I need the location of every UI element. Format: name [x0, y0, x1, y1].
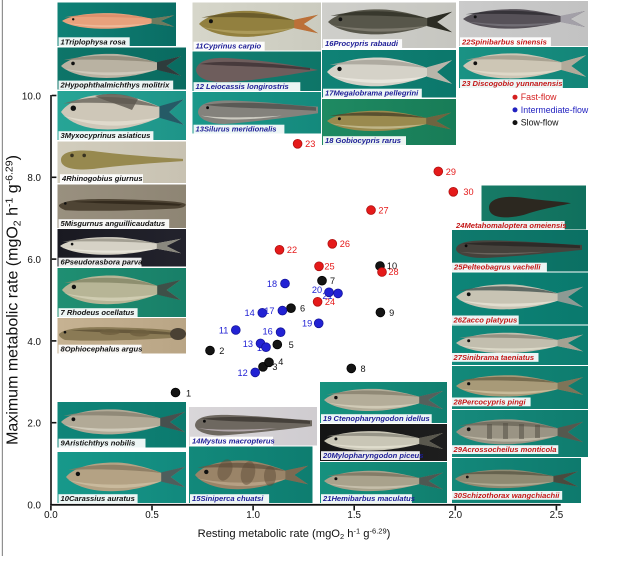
svg-text:27Sinibrama taeniatus: 27Sinibrama taeniatus: [453, 353, 535, 362]
svg-text:2.5: 2.5: [550, 510, 564, 521]
svg-text:Fast-flow: Fast-flow: [521, 92, 557, 102]
svg-text:12: 12: [237, 368, 247, 378]
svg-text:6.0: 6.0: [27, 255, 41, 266]
svg-text:16Procypris rabaudi: 16Procypris rabaudi: [325, 39, 399, 48]
svg-text:Resting metabolic rate (mgO2 h: Resting metabolic rate (mgO2 h-1 g-6.29): [198, 526, 391, 541]
svg-text:1.5: 1.5: [347, 510, 361, 521]
svg-text:10.0: 10.0: [22, 91, 42, 102]
svg-text:18: 18: [267, 279, 277, 289]
svg-text:14: 14: [244, 308, 254, 318]
svg-text:4Rhinogobius giurnus: 4Rhinogobius giurnus: [61, 174, 143, 183]
svg-text:20: 20: [312, 285, 322, 295]
svg-text:6: 6: [300, 304, 305, 314]
svg-text:27: 27: [378, 206, 388, 216]
svg-text:4.0: 4.0: [27, 337, 41, 348]
svg-text:23: 23: [305, 139, 315, 149]
svg-text:7 Rhodeus ocellatus: 7 Rhodeus ocellatus: [61, 308, 135, 317]
svg-text:9Aristichthys nobilis: 9Aristichthys nobilis: [61, 439, 136, 448]
svg-text:0.0: 0.0: [44, 510, 58, 521]
svg-text:2.0: 2.0: [27, 419, 41, 430]
svg-text:21Hemibarbus maculatus: 21Hemibarbus maculatus: [322, 494, 415, 503]
svg-text:20Mylopharyngodon piceus: 20Mylopharyngodon piceus: [322, 451, 423, 460]
svg-text:23 Discogobio yunnanensis: 23 Discogobio yunnanensis: [461, 79, 562, 88]
svg-text:12 Leiocassis longirostris: 12 Leiocassis longirostris: [196, 82, 289, 91]
svg-text:11Cyprinus carpio: 11Cyprinus carpio: [196, 42, 262, 51]
svg-text:6Pseudorasbora parva: 6Pseudorasbora parva: [61, 258, 143, 267]
svg-text:17Megalobrama pellegrini: 17Megalobrama pellegrini: [325, 89, 419, 98]
svg-text:Slow-flow: Slow-flow: [521, 118, 559, 128]
svg-text:16: 16: [262, 327, 272, 337]
svg-text:1: 1: [186, 388, 191, 398]
svg-text:19: 19: [302, 319, 312, 329]
svg-text:29Acrossocheilus monticola: 29Acrossocheilus monticola: [453, 445, 557, 454]
svg-text:18 Gobiocypris rarus: 18 Gobiocypris rarus: [325, 136, 401, 145]
svg-text:2: 2: [219, 346, 224, 356]
svg-text:0.5: 0.5: [145, 510, 159, 521]
svg-text:24Metahomaloptera omeiensis: 24Metahomaloptera omeiensis: [455, 221, 567, 230]
svg-text:8Ophiocephalus argus: 8Ophiocephalus argus: [61, 345, 143, 354]
svg-text:7: 7: [330, 276, 335, 286]
svg-text:5: 5: [289, 340, 294, 350]
svg-text:26: 26: [340, 239, 350, 249]
svg-text:17: 17: [264, 306, 274, 316]
svg-text:10Carassius auratus: 10Carassius auratus: [61, 494, 135, 503]
svg-text:10: 10: [387, 261, 397, 271]
svg-text:28: 28: [388, 267, 398, 277]
svg-text:8: 8: [360, 364, 365, 374]
svg-text:5Misgurnus anguillicaudatus: 5Misgurnus anguillicaudatus: [61, 219, 166, 228]
svg-text:8.0: 8.0: [27, 173, 41, 184]
svg-text:2Hypophthalmichthys molitrix: 2Hypophthalmichthys molitrix: [60, 81, 171, 90]
svg-text:15Siniperca chuatsi: 15Siniperca chuatsi: [192, 494, 264, 503]
svg-text:Intermediate-flow: Intermediate-flow: [521, 105, 589, 115]
svg-text:25: 25: [324, 261, 334, 271]
svg-text:24: 24: [325, 297, 335, 307]
svg-text:11: 11: [219, 325, 229, 335]
svg-text:3: 3: [272, 362, 277, 372]
svg-text:9: 9: [389, 308, 394, 318]
svg-text:3Myxocyprinus asiaticus: 3Myxocyprinus asiaticus: [61, 131, 151, 140]
svg-text:2.0: 2.0: [448, 510, 462, 521]
svg-text:13Silurus meridionalis: 13Silurus meridionalis: [196, 125, 277, 134]
svg-text:1Triplophysa rosa: 1Triplophysa rosa: [61, 37, 126, 46]
svg-text:0.0: 0.0: [27, 500, 41, 511]
svg-text:19 Ctenopharyngodon idellus: 19 Ctenopharyngodon idellus: [323, 414, 430, 423]
svg-text:14Mystus macropterus: 14Mystus macropterus: [192, 437, 275, 446]
svg-text:22: 22: [287, 245, 297, 255]
svg-text:4: 4: [278, 357, 283, 367]
svg-text:30Schizothorax wangchiachii: 30Schizothorax wangchiachii: [454, 491, 561, 500]
svg-text:Maximum metabolic rate (mgO2 h: Maximum metabolic rate (mgO2 h-1 g-6.29): [4, 155, 24, 445]
svg-text:26Zacco platypus: 26Zacco platypus: [453, 316, 518, 325]
svg-text:29: 29: [446, 167, 456, 177]
svg-text:22Spinibarbus sinensis: 22Spinibarbus sinensis: [461, 37, 547, 46]
svg-text:25Pelteobagrus vachelli: 25Pelteobagrus vachelli: [453, 263, 541, 272]
svg-text:13: 13: [243, 339, 253, 349]
svg-text:1.0: 1.0: [246, 510, 260, 521]
svg-text:30: 30: [463, 187, 473, 197]
svg-text:28Percocypris pingi: 28Percocypris pingi: [453, 398, 527, 407]
